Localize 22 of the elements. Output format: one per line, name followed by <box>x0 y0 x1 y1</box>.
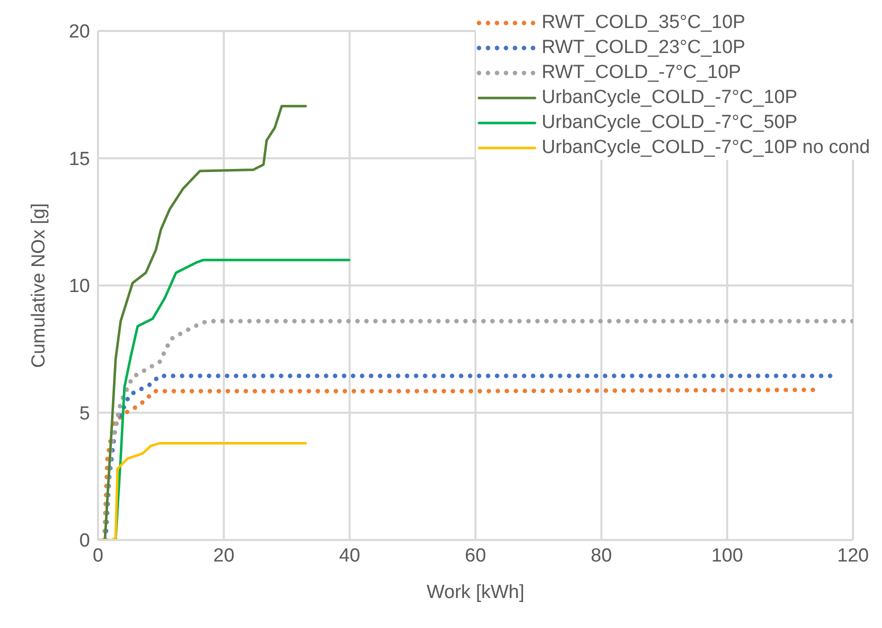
x-tick-label: 100 <box>711 545 744 566</box>
line-series <box>102 318 853 540</box>
y-tick-label: 5 <box>79 403 90 424</box>
legend-label: RWT_COLD_35°C_10P <box>542 11 746 35</box>
x-tick-label: 0 <box>92 545 104 566</box>
x-tick-label: 60 <box>464 545 486 566</box>
legend-label: RWT_COLD_23°C_10P <box>542 36 746 60</box>
x-tick-label: 120 <box>837 545 869 566</box>
legend-label: UrbanCycle_COLD_-7°C_10P <box>542 86 798 110</box>
x-axis-title: Work [kWh] <box>426 582 524 603</box>
line-series <box>114 258 350 540</box>
x-tick-label: 80 <box>590 545 612 566</box>
x-tick-label: 40 <box>339 545 360 566</box>
legend-label: RWT_COLD_-7°C_10P <box>542 61 742 85</box>
legend-label: UrbanCycle_COLD_-7°C_10P no cond <box>542 136 870 160</box>
y-tick-label: 10 <box>68 276 90 298</box>
legend-label: UrbanCycle_COLD_-7°C_50P <box>542 111 798 135</box>
y-tick-label: 15 <box>68 148 90 170</box>
y-tick-label: 20 <box>68 22 90 43</box>
y-axis-title: Cumulative NOx [g] <box>28 203 50 368</box>
y-tick-label: 0 <box>79 530 90 552</box>
x-tick-label: 20 <box>213 545 234 566</box>
